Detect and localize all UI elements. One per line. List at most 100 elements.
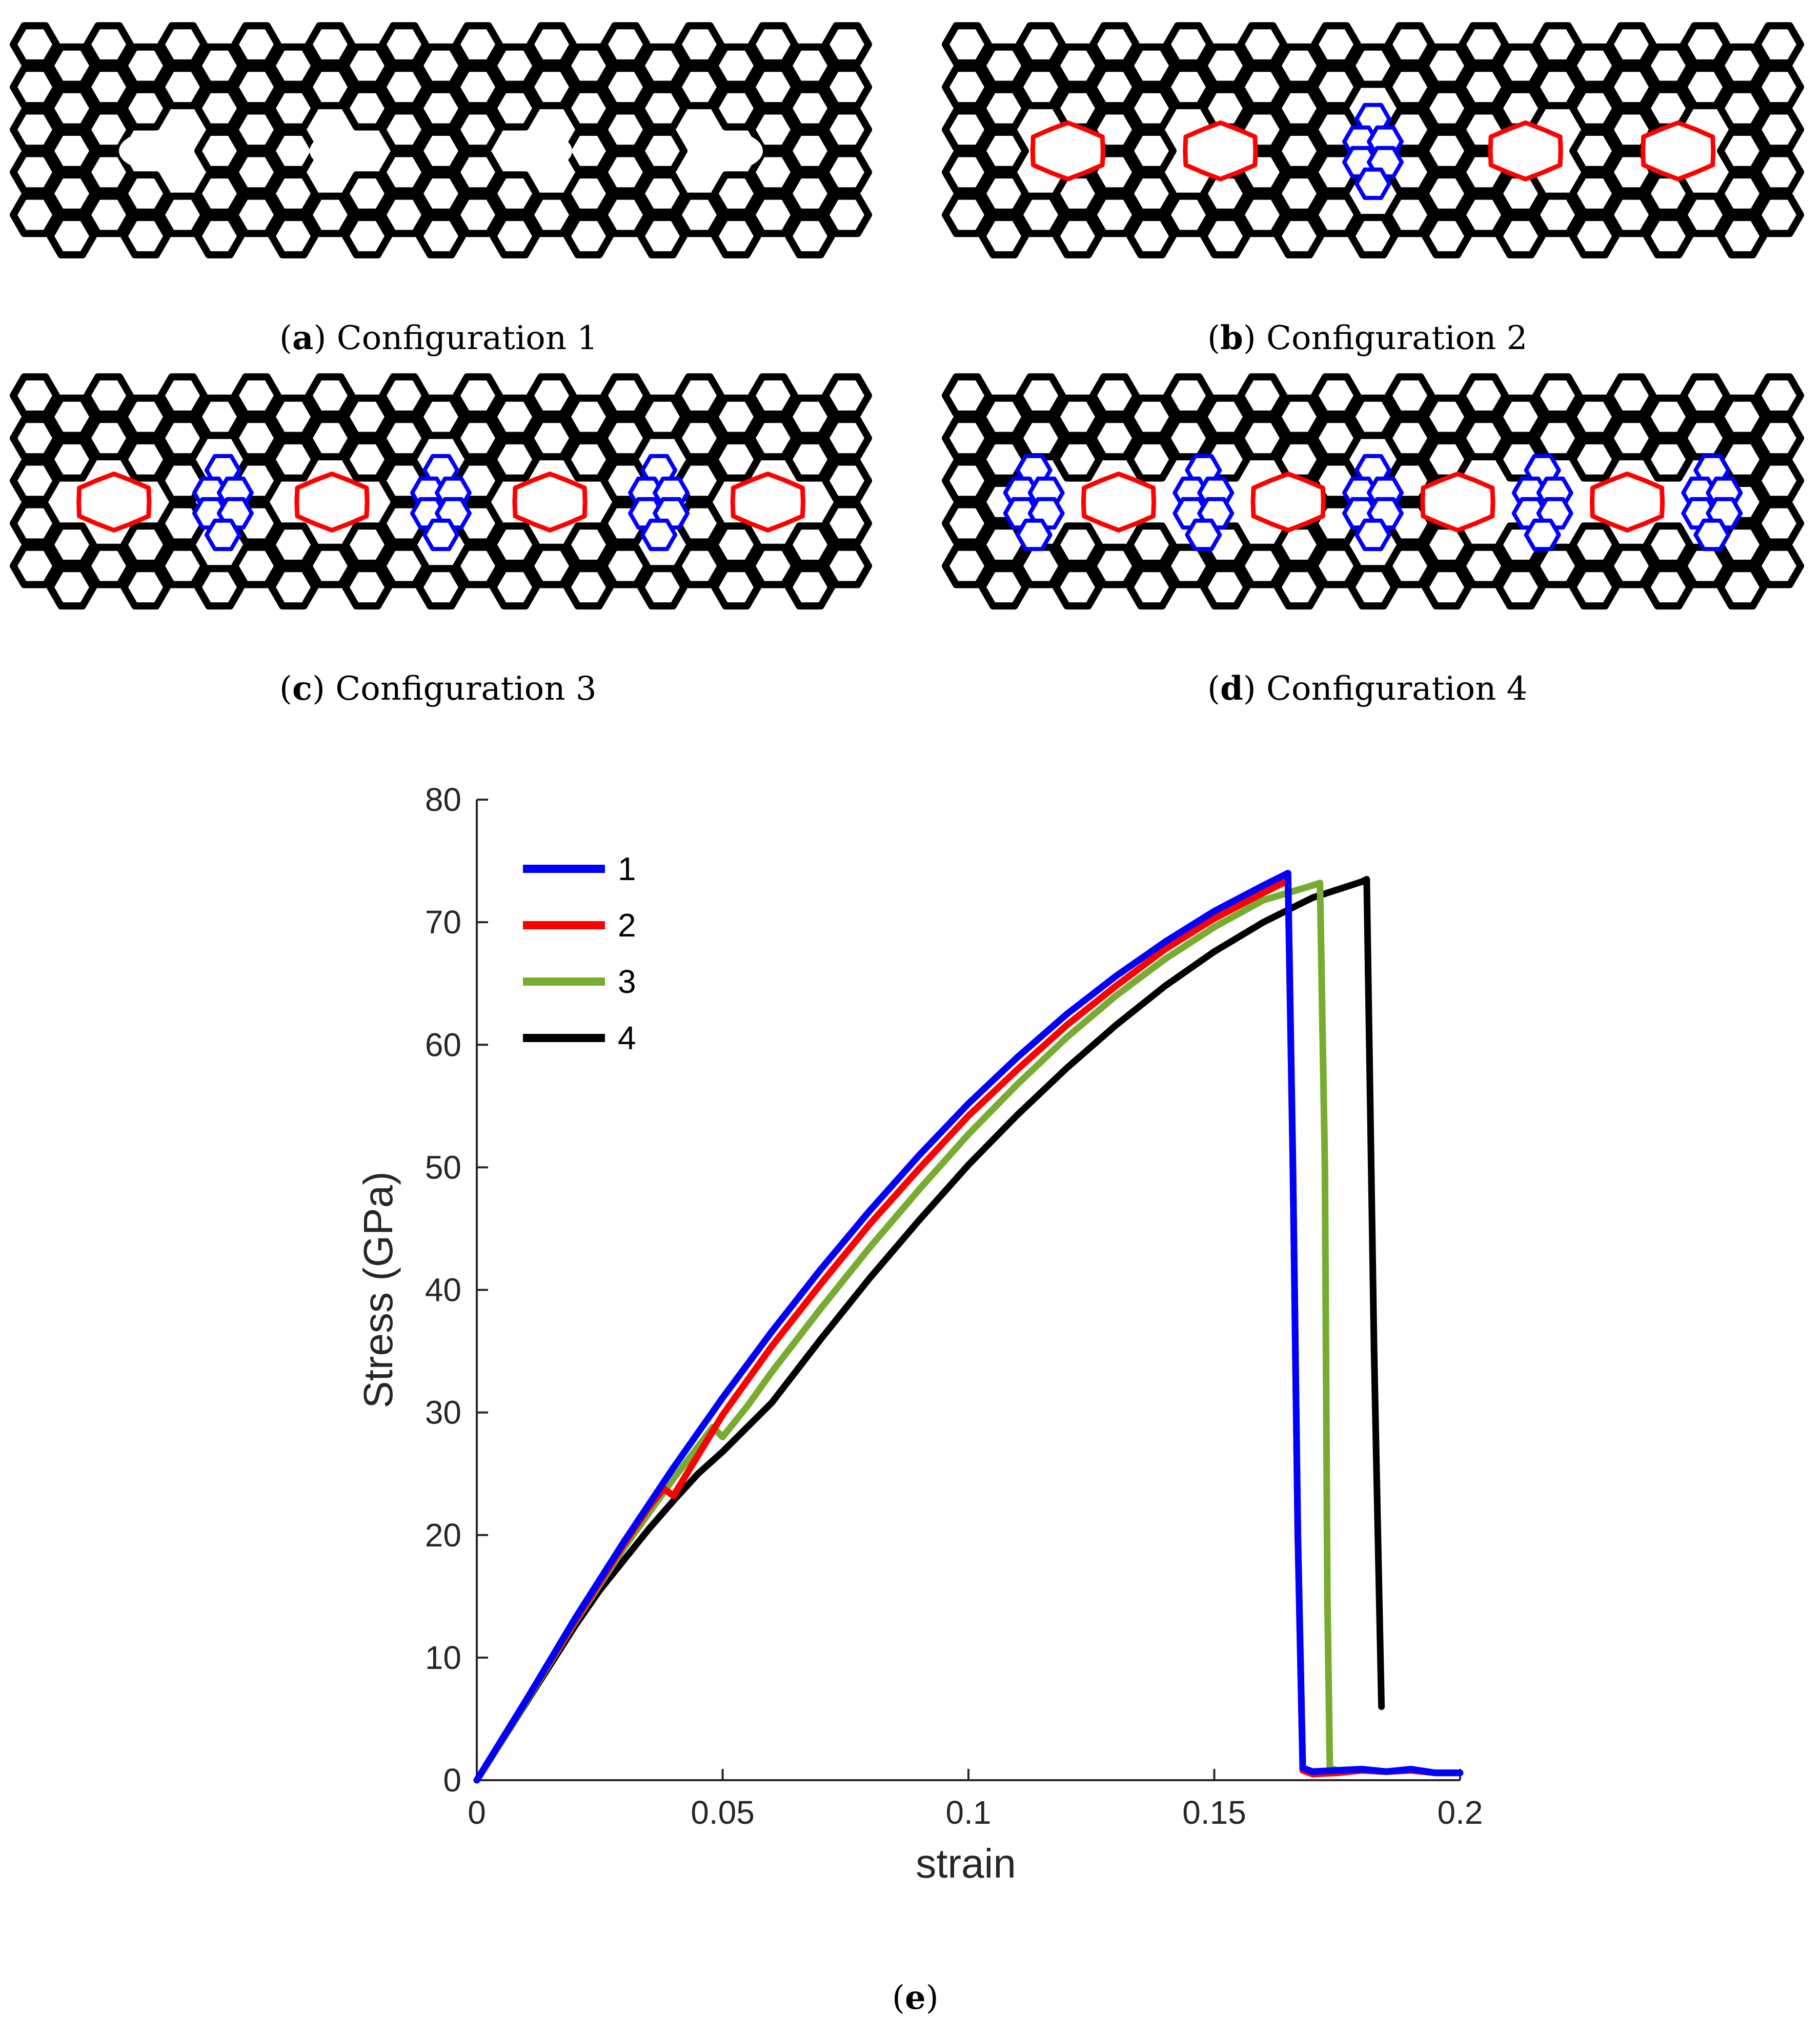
lattice-hexagon [120,214,171,259]
lattice-hexagon [453,107,503,152]
lattice-hexagon [1274,43,1324,88]
defect-red [1488,120,1563,181]
lattice-hexagon [1532,65,1583,110]
lattice-hexagon [453,416,503,461]
lattice-hexagon [47,43,97,88]
lattice-hexagon [711,437,761,482]
lattice-hexagon [1274,565,1324,610]
lattice-hexagon [637,171,687,216]
lattice-hexagon [785,394,835,439]
defect-blue [1511,454,1573,552]
lattice-hexagon [1606,192,1656,237]
lattice-hexagon [1717,565,1767,610]
lattice-hexagon [1606,65,1656,110]
lattice-hexagon [1569,43,1620,88]
lattice-hexagon [1163,373,1214,418]
lattice-hexagon [1569,86,1620,131]
lattice-hexagon [157,458,208,503]
lattice-hexagon [637,565,687,610]
lattice-hexagon [748,65,798,110]
lattice-hexagon [342,565,392,610]
lattice-hexagon [231,65,281,110]
lattice-hexagon [942,416,992,461]
lattice-hexagon [1643,214,1693,259]
lattice-hexagon [305,416,355,461]
lattice-hexagon [674,416,724,461]
lattice-hexagon [1422,214,1472,259]
lattice-hexagon [268,171,318,216]
lattice-hexagon [120,394,171,439]
defect-red [76,471,152,533]
lattice-hexagon [157,373,208,418]
lattice-hexagon [785,171,835,216]
caption-e: (e) [892,1979,939,2017]
defect-blue [1342,103,1404,200]
lattice-hexagon [1089,22,1140,67]
lattice-hexagon [84,65,134,110]
lattice-hexagon [1200,43,1250,88]
lattice-hexagon [231,150,281,195]
lattice-hexagon [342,86,392,131]
lattice-hexagon [785,565,835,610]
lattice-hexagon [416,171,466,216]
lattice-hexagon [490,214,540,259]
lattice-hexagon [748,22,798,67]
lattice-hexagon [822,150,872,195]
lattice-hexagon [1717,43,1767,88]
lattice-hexagon [942,65,992,110]
lattice-hexagon [979,394,1029,439]
lattice-hexagon [711,43,761,88]
lattice-hexagon [600,192,651,237]
lattice-hexagon [194,86,245,131]
lattice-hexagon [1016,543,1066,588]
lattice-hexagon [120,522,171,567]
lattice-hexagon [1422,394,1472,439]
lattice-hexagon [453,150,503,195]
lattice-hexagon [1422,522,1472,567]
defect-red [1420,471,1495,533]
lattice-hexagon [563,437,614,482]
lattice-hexagon [305,543,355,588]
lattice-hexagon [1126,565,1177,610]
lattice-hexagon [711,522,761,567]
lattice-hexagon [379,416,429,461]
lattice-hexagon [47,437,97,482]
lattice-hexagon [1495,394,1546,439]
lattice-hexagon [1089,416,1140,461]
lattice-hexagon [979,43,1029,88]
lattice-hexagon [979,171,1029,216]
lattice-hexagon [47,565,97,610]
lattice-hexagon [785,437,835,482]
lattice-hexagon [1754,501,1804,546]
lattice-hexagon [1200,171,1250,216]
lattice-hexagon [194,214,245,259]
lattice-hexagon [748,192,798,237]
lattice-hexagon [268,394,318,439]
lattice-hexagon [1311,192,1361,237]
lattice-hexagon [157,65,208,110]
lattice-hexagon [84,22,134,67]
lattice-hexagon [1422,171,1472,216]
lattice-hexagon [1459,373,1509,418]
defect-red [512,471,588,533]
lattice-hexagon [1200,565,1250,610]
lattice-hexagon [1311,416,1361,461]
lattice-hexagon [942,373,992,418]
lattice-hexagon [1495,86,1546,131]
lattice-hexagon [1459,192,1509,237]
lattice-hexagon [1385,416,1435,461]
lattice-hexagon [637,43,687,88]
lattice-hexagon [1311,150,1361,195]
lattice-hexagon [942,22,992,67]
lattice-hexagon [563,86,614,131]
lattice-hexagon [305,192,355,237]
lattice-hexagon [1754,373,1804,418]
defect-red [1250,471,1326,533]
lattice-hexagon [1459,416,1509,461]
lattice-hexagon [10,501,60,546]
lattice-hexagon [674,543,724,588]
lattice-hexagon [1532,22,1583,67]
defect-red [294,471,370,533]
lattice-hexagon [47,214,97,259]
lattice-hexagon [1459,22,1509,67]
